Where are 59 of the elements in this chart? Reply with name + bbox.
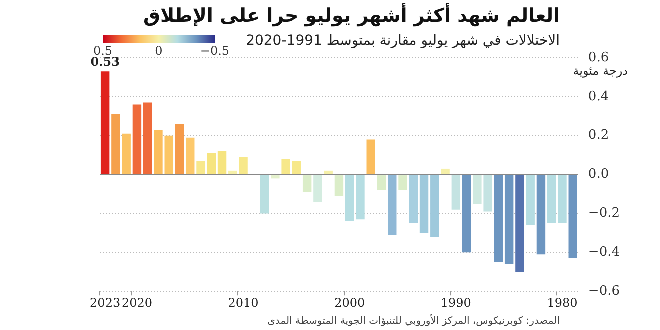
y-tick-label: −0.2: [588, 206, 620, 222]
bar: [409, 176, 418, 224]
x-tick-label: 2020: [122, 296, 152, 310]
bar: [547, 176, 556, 224]
x-tick-label: 1980: [547, 296, 578, 310]
bar: [186, 138, 195, 174]
bar: [175, 124, 184, 174]
bar: [504, 176, 514, 264]
bar: [462, 176, 472, 253]
bar: [441, 168, 450, 174]
bar: [452, 176, 461, 210]
bar: [536, 176, 546, 255]
bar: [430, 176, 440, 238]
y-tick-label: 0.4: [588, 89, 610, 104]
bar: [377, 176, 386, 190]
bar: [292, 161, 302, 174]
x-tick-label: 2000: [334, 296, 366, 310]
y-tick-label: 0.2: [588, 128, 610, 144]
color-bar-label: −0.5: [200, 44, 230, 58]
bar: [334, 176, 344, 196]
text: المصدر: كوبرنيكوس، المركز الأوروبي للتنبؤات الجوية المتوسطة المدى: [268, 316, 560, 327]
y-tick-label: 0.0: [588, 167, 610, 182]
bar: [388, 176, 397, 236]
y-tick-label: 0.6: [588, 50, 610, 66]
bar: [132, 104, 142, 174]
bar: [282, 159, 290, 174]
bar: [207, 153, 216, 174]
x-tick-label: 2010: [228, 296, 259, 310]
x-tick-label: 2023: [90, 296, 121, 310]
chart-subtitle: الاختلالات في شهر يوليو مقارنة بمتوسط 1991-2020: [246, 33, 560, 49]
bar: [568, 176, 578, 259]
bar: [314, 176, 322, 202]
bar: [196, 161, 206, 174]
bar: [228, 170, 238, 174]
bar: [271, 176, 280, 179]
y-tick-label: −0.4: [588, 245, 620, 260]
bar: [494, 176, 504, 262]
bar: [122, 134, 131, 174]
bar: [558, 176, 567, 224]
chart-title: العالم شهد أكثر أشهر يوليو حرا على الإطلاق: [143, 2, 560, 29]
bar: [398, 176, 408, 190]
bar: [324, 170, 333, 174]
y-axis-title: درجة مئوية: [573, 64, 628, 78]
bar: [345, 176, 354, 222]
bar: [143, 102, 152, 174]
x-tick-label: 1990: [440, 296, 472, 310]
bar: [218, 151, 227, 174]
bar: [260, 176, 270, 214]
bar: [112, 114, 120, 174]
bar: [366, 140, 376, 174]
bar: [100, 72, 110, 174]
bar: [302, 176, 312, 192]
bar: [356, 176, 365, 220]
bar: [516, 176, 524, 272]
bar: [526, 176, 535, 226]
y-tick-label: −0.6: [588, 284, 620, 299]
bar: [239, 157, 248, 174]
bar: [420, 176, 429, 234]
color-bar-label: 0: [155, 44, 163, 58]
